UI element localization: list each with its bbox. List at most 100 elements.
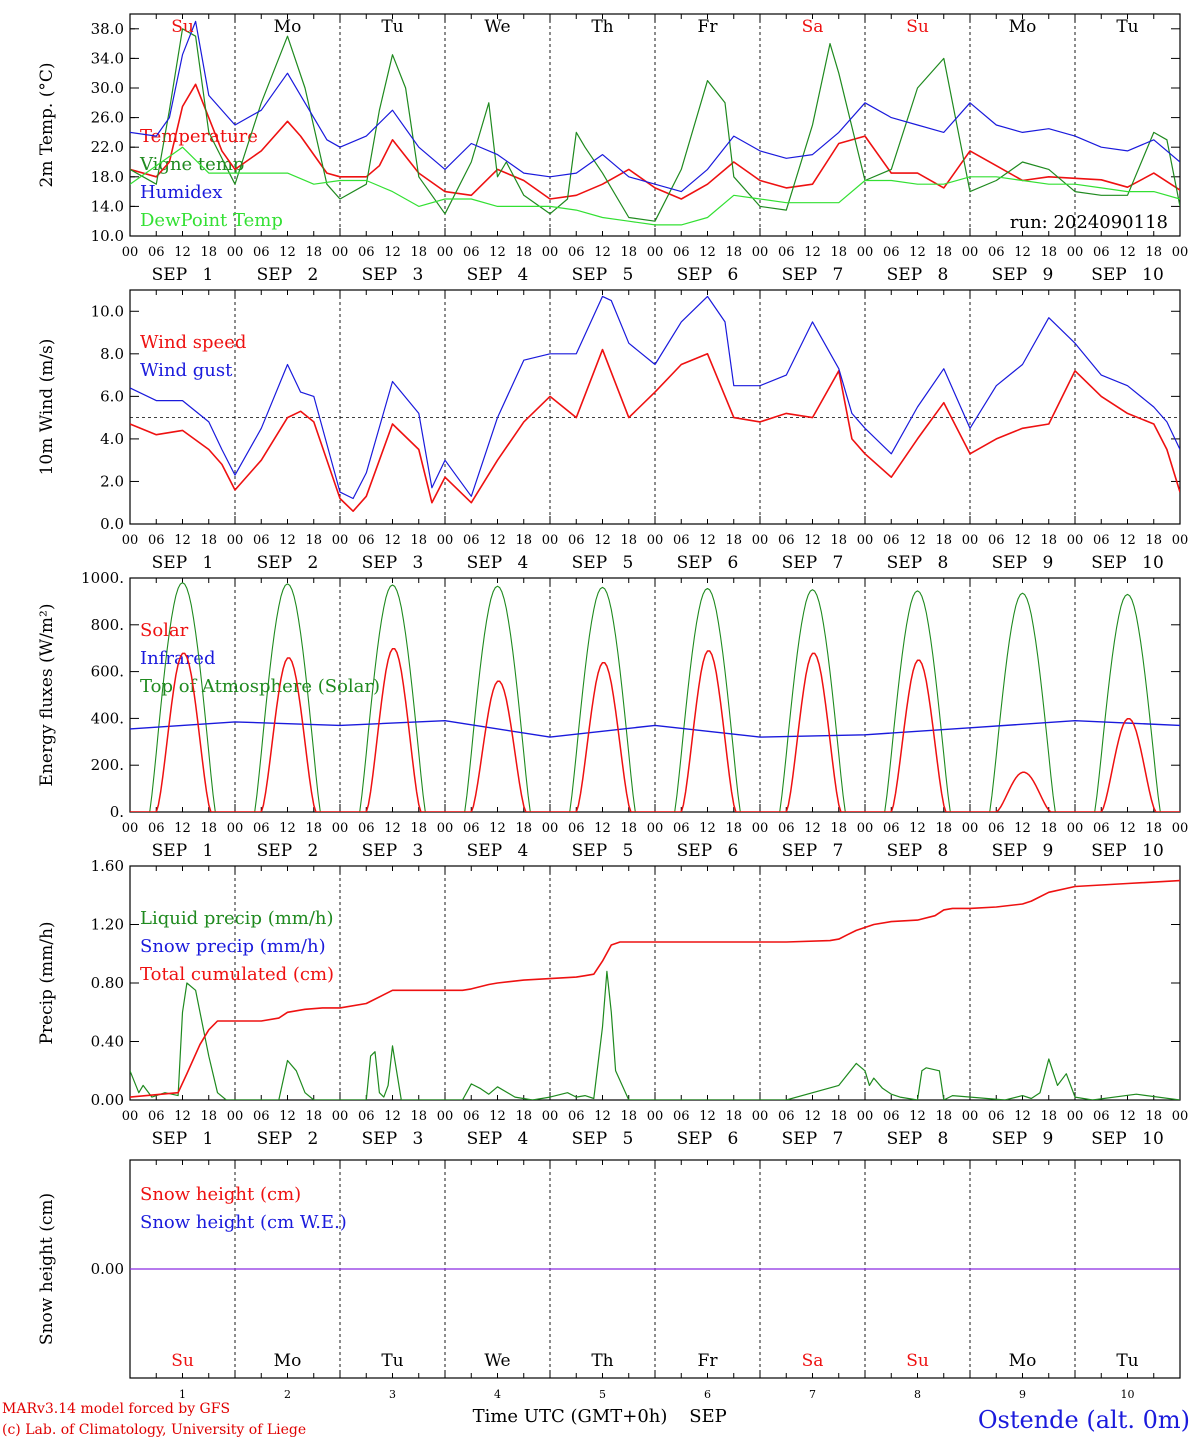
footer-station: Ostende (alt. 0m) xyxy=(978,1406,1190,1434)
snow-day-number: 5 xyxy=(599,1388,606,1401)
energy-hour-label: 00 xyxy=(647,821,664,836)
wind-date-label: SEP 8 xyxy=(887,553,949,573)
wind-hour-label: 06 xyxy=(253,533,270,548)
precip-hour-label: 12 xyxy=(1119,1109,1136,1124)
temp-day-name: Su xyxy=(906,17,929,37)
precip-hour-label: 12 xyxy=(174,1109,191,1124)
precip-hour-label: 00 xyxy=(332,1109,349,1124)
temp-hour-label: 18 xyxy=(725,245,742,260)
precip-hour-label: 00 xyxy=(542,1109,559,1124)
precip-date-label: SEP 2 xyxy=(257,1129,319,1149)
energy-date-label: SEP 6 xyxy=(677,841,739,861)
precip-hour-label: 06 xyxy=(253,1109,270,1124)
temp-legend-entry: DewPoint Temp xyxy=(140,210,283,231)
wind-hour-label: 06 xyxy=(673,533,690,548)
precip-hour-label: 18 xyxy=(830,1109,847,1124)
wind-hour-label: 06 xyxy=(883,533,900,548)
footer-model-line: MARv3.14 model forced by GFS xyxy=(2,1401,230,1417)
temp-ytick-label: 26.0 xyxy=(91,109,124,127)
temp-hour-label: 12 xyxy=(909,245,926,260)
energy-hour-label: 18 xyxy=(935,821,952,836)
temp-hour-label: 18 xyxy=(830,245,847,260)
snow-panel: 0.00 Snow height (cm) Snow height (cm) Snow… xyxy=(37,1159,1181,1401)
energy-ytick-label: 600. xyxy=(91,663,124,681)
wind-hour-label: 00 xyxy=(437,533,454,548)
wind-hour-label: 00 xyxy=(122,533,139,548)
energy-series-solar xyxy=(130,647,1180,812)
energy-series-top-of-atmosphere-solar xyxy=(130,582,1180,812)
temp-ytick-label: 14.0 xyxy=(91,197,124,215)
precip-hour-label: 00 xyxy=(122,1109,139,1124)
temp-hour-label: 06 xyxy=(253,245,270,260)
wind-hour-label: 12 xyxy=(1119,533,1136,548)
precip-hour-label: 18 xyxy=(935,1109,952,1124)
energy-date-label: SEP 8 xyxy=(887,841,949,861)
precip-date-label: SEP 10 xyxy=(1091,1129,1164,1149)
temp-date-label: SEP 9 xyxy=(992,265,1054,285)
energy-date-label: SEP 2 xyxy=(257,841,319,861)
temp-hour-label: 00 xyxy=(122,245,139,260)
wind-hour-label: 12 xyxy=(699,533,716,548)
temp-hour-label: 06 xyxy=(778,245,795,260)
temp-hour-label: 00 xyxy=(437,245,454,260)
wind-hour-label: 06 xyxy=(358,533,375,548)
temp-day-name: Mo xyxy=(274,17,302,37)
precip-hour-label: 18 xyxy=(1040,1109,1057,1124)
snow-ytick-label: 0.00 xyxy=(91,1260,124,1278)
temp-day-name: Tu xyxy=(381,17,403,37)
energy-hour-label: 06 xyxy=(1093,821,1110,836)
temp-hour-label: 12 xyxy=(594,245,611,260)
snow-day-name: Fr xyxy=(698,1351,719,1371)
temp-date-label: SEP 10 xyxy=(1091,265,1164,285)
temp-ytick-label: 10.0 xyxy=(91,227,124,245)
temp-hour-label: 18 xyxy=(1040,245,1057,260)
precip-hour-label: 06 xyxy=(148,1109,165,1124)
temp-hour-label: 12 xyxy=(1119,245,1136,260)
temp-ytick-label: 22.0 xyxy=(91,138,124,156)
precip-hour-label: 06 xyxy=(673,1109,690,1124)
energy-hour-label: 12 xyxy=(279,821,296,836)
precip-hour-label: 06 xyxy=(568,1109,585,1124)
energy-hour-label: 06 xyxy=(673,821,690,836)
energy-hour-label: 06 xyxy=(148,821,165,836)
temp-day-name: Tu xyxy=(1116,17,1138,37)
temp-hour-label: 12 xyxy=(699,245,716,260)
precip-hour-label: 12 xyxy=(699,1109,716,1124)
snow-legend-entry: Snow height (cm) xyxy=(140,1184,301,1205)
precip-hour-label: 18 xyxy=(305,1109,322,1124)
precip-hour-label: 00 xyxy=(437,1109,454,1124)
energy-hour-label: 06 xyxy=(883,821,900,836)
wind-series-wind-speed xyxy=(130,348,1180,513)
temp-hour-label: 00 xyxy=(332,245,349,260)
wind-ylabel: 10m Wind (m/s) xyxy=(37,339,57,476)
energy-hour-label: 00 xyxy=(752,821,769,836)
energy-date-label: SEP 7 xyxy=(782,841,844,861)
precip-ytick-label: 1.20 xyxy=(91,916,124,934)
energy-hour-label: 12 xyxy=(909,821,926,836)
energy-series-group xyxy=(130,582,1180,812)
wind-hour-label: 18 xyxy=(305,533,322,548)
wind-hour-label: 18 xyxy=(725,533,742,548)
energy-hour-label: 12 xyxy=(594,821,611,836)
temp-hour-label: 06 xyxy=(673,245,690,260)
energy-date-label: SEP 3 xyxy=(362,841,424,861)
precip-hour-label: 18 xyxy=(410,1109,427,1124)
energy-hour-label: 12 xyxy=(1119,821,1136,836)
energy-hour-label: 18 xyxy=(410,821,427,836)
snow-day-name: Mo xyxy=(1009,1351,1037,1371)
temp-date-label: SEP 7 xyxy=(782,265,844,285)
precip-ytick-label: 0.80 xyxy=(91,974,124,992)
snow-day-name: Sa xyxy=(802,1351,824,1371)
precip-hour-label: 12 xyxy=(804,1109,821,1124)
wind-hour-label: 00 xyxy=(962,533,979,548)
temp-hour-label: 06 xyxy=(568,245,585,260)
temp-hour-label: 00 xyxy=(752,245,769,260)
footer-xlabel: Time UTC (GMT+0h) xyxy=(473,1406,668,1427)
energy-date-label: SEP 1 xyxy=(152,841,214,861)
temp-hour-label: 06 xyxy=(1093,245,1110,260)
precip-date-label: SEP 7 xyxy=(782,1129,844,1149)
energy-ylabel: Energy fluxes (W/m²) xyxy=(37,604,57,787)
energy-ytick-label: 200. xyxy=(91,756,124,774)
energy-ytick-label: 1000. xyxy=(81,569,124,587)
